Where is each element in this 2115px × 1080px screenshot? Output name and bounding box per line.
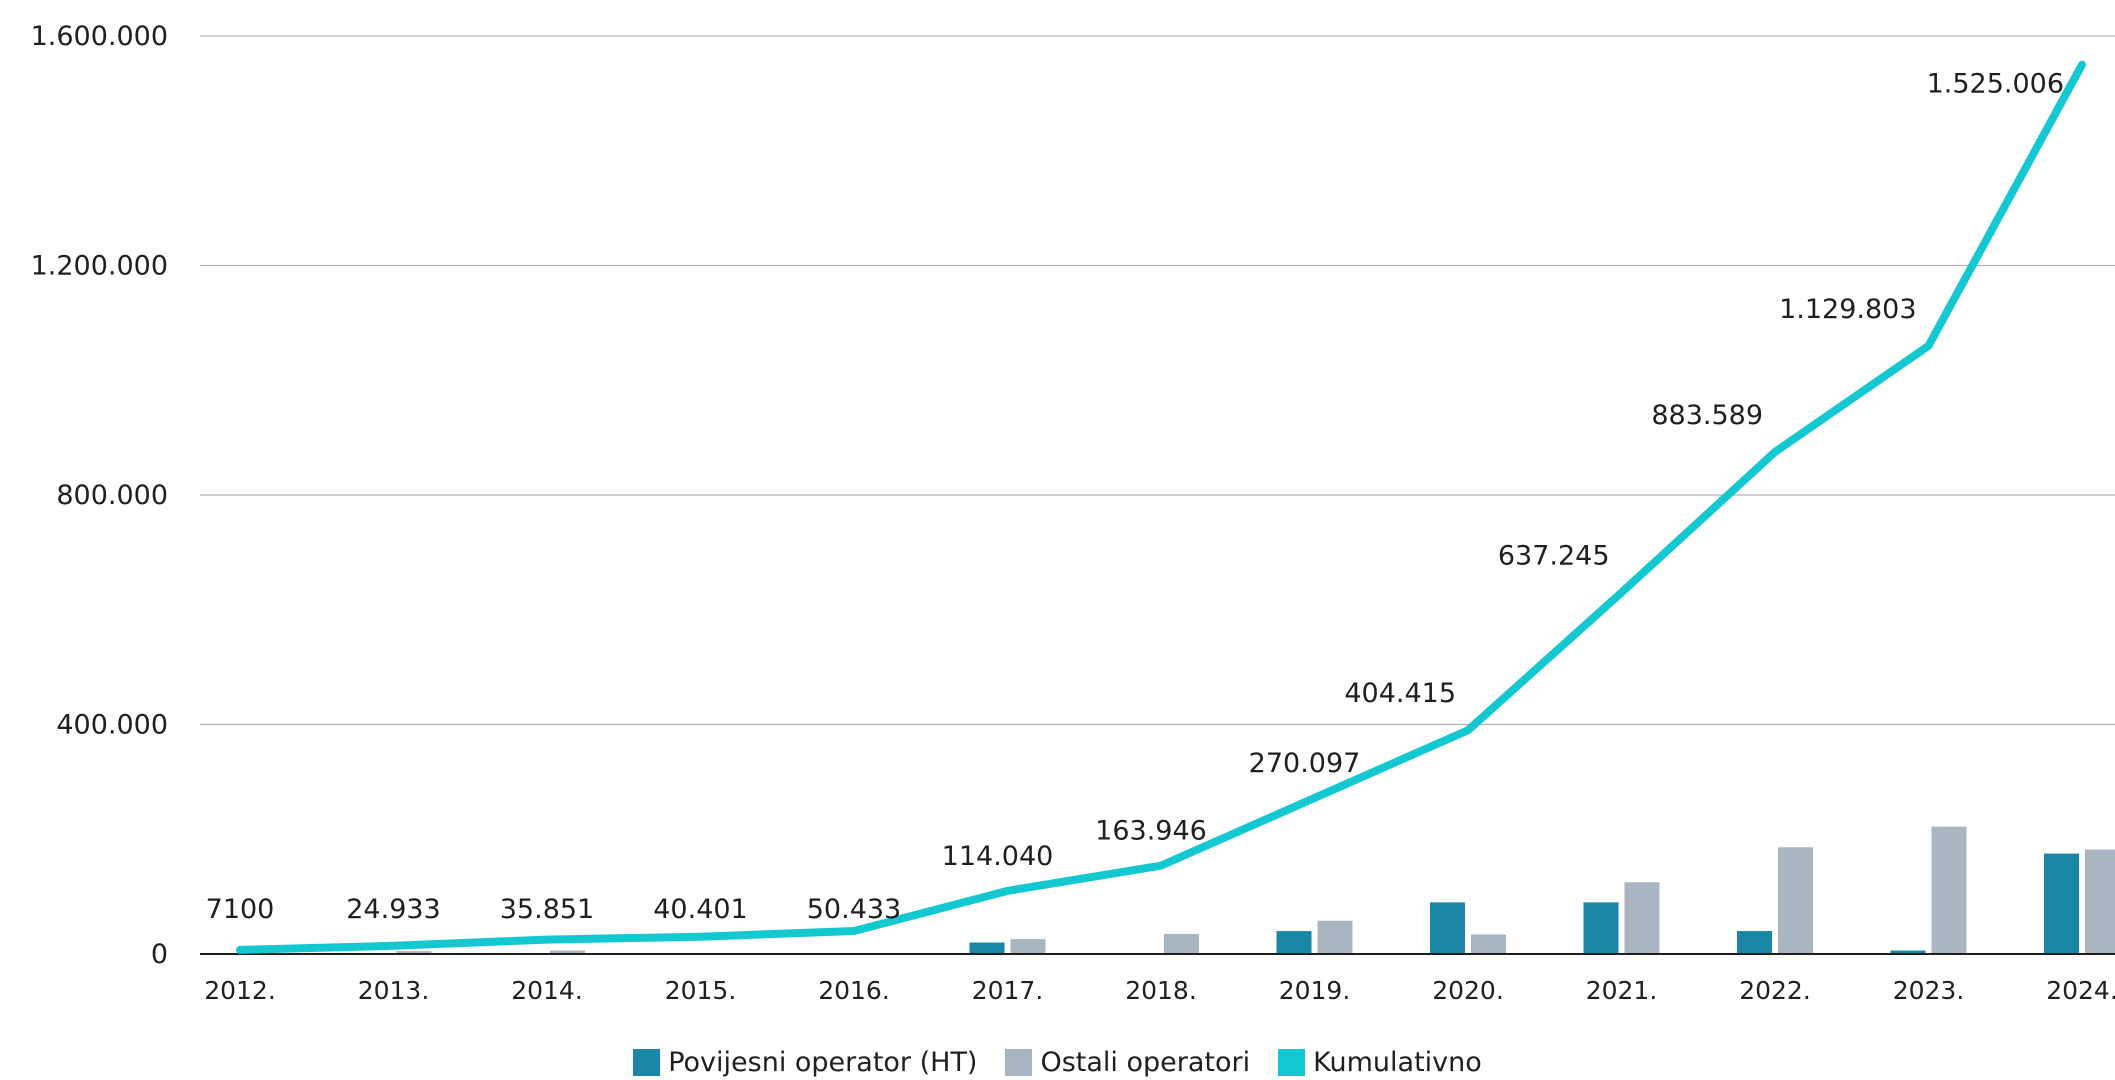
x-tick-label: 2014. (511, 976, 583, 1005)
data-label: 163.946 (1095, 816, 1207, 847)
data-label: 1.525.006 (1927, 69, 2064, 100)
x-tick-label: 2018. (1125, 976, 1197, 1005)
bar-ostali-operatori (2085, 850, 2115, 954)
bar-povijesni-operator (1737, 931, 1772, 954)
legend-label-kumulativno: Kumulativno (1313, 1047, 1482, 1078)
data-label: 40.401 (653, 894, 747, 925)
x-tick-label: 2019. (1279, 976, 1351, 1005)
data-label: 35.851 (500, 894, 594, 925)
x-tick-label: 2017. (972, 976, 1044, 1005)
data-labels: 7100 24.933 35.851 40.401 50.433 114.040 163.9… (206, 69, 2064, 925)
y-tick-label: 400.000 (56, 710, 168, 741)
bar-ostali-operatori (1318, 921, 1353, 954)
x-tick-label: 2023. (1893, 976, 1965, 1005)
data-label: 404.415 (1344, 678, 1456, 709)
x-tick-label: 2022. (1739, 976, 1811, 1005)
x-axis-ticks: 2012. 2013. 2014. 2015. 2016. 2017. 2018. 2019.… (204, 976, 2115, 1005)
legend-swatch-ostali (1005, 1049, 1032, 1076)
y-tick-label: 0 (151, 939, 168, 970)
data-label: 50.433 (807, 894, 901, 925)
y-tick-label: 1.600.000 (31, 21, 168, 52)
data-label: 1.129.803 (1779, 294, 1916, 325)
legend-label-ht: Povijesni operator (HT) (668, 1047, 977, 1078)
x-tick-label: 2024. (2046, 976, 2115, 1005)
bar-povijesni-operator (1584, 902, 1619, 954)
x-tick-label: 2016. (818, 976, 890, 1005)
x-tick-label: 2020. (1432, 976, 1504, 1005)
legend: Povijesni operator (HT) Ostali operatori… (0, 1044, 2115, 1080)
legend-swatch-ht (633, 1049, 660, 1076)
x-tick-label: 2013. (358, 976, 430, 1005)
legend-item-kumulativno: Kumulativno (1278, 1047, 1482, 1078)
data-label: 114.040 (942, 841, 1054, 872)
bar-ostali-operatori (1471, 934, 1506, 954)
data-label: 883.589 (1651, 400, 1763, 431)
bar-povijesni-operator (2044, 854, 2079, 954)
x-tick-label: 2015. (665, 976, 737, 1005)
legend-item-ht: Povijesni operator (HT) (633, 1047, 977, 1078)
grid-lines (200, 36, 2115, 725)
data-label: 637.245 (1498, 541, 1610, 572)
bar-povijesni-operator (970, 943, 1005, 954)
data-label: 7100 (206, 894, 275, 925)
x-tick-label: 2012. (204, 976, 276, 1005)
legend-swatch-kumulativno (1278, 1049, 1305, 1076)
y-tick-label: 800.000 (56, 480, 168, 511)
legend-item-ostali: Ostali operatori (1005, 1047, 1250, 1078)
x-tick-label: 2021. (1586, 976, 1658, 1005)
y-tick-label: 1.200.000 (31, 251, 168, 282)
bar-ostali-operatori (1625, 882, 1660, 954)
bar-ostali-operatori (1778, 847, 1813, 954)
bar-povijesni-operator (1277, 931, 1312, 954)
data-label: 270.097 (1249, 748, 1361, 779)
bar-ostali-operatori (1932, 827, 1967, 954)
legend-label-ostali: Ostali operatori (1040, 1047, 1250, 1078)
y-axis-ticks: 0 400.000 800.000 1.200.000 1.600.000 (31, 21, 168, 970)
bar-ostali-operatori (1164, 934, 1199, 954)
bar-povijesni-operator (1430, 902, 1465, 954)
bar-ostali-operatori (1011, 939, 1046, 954)
data-label: 24.933 (346, 894, 440, 925)
